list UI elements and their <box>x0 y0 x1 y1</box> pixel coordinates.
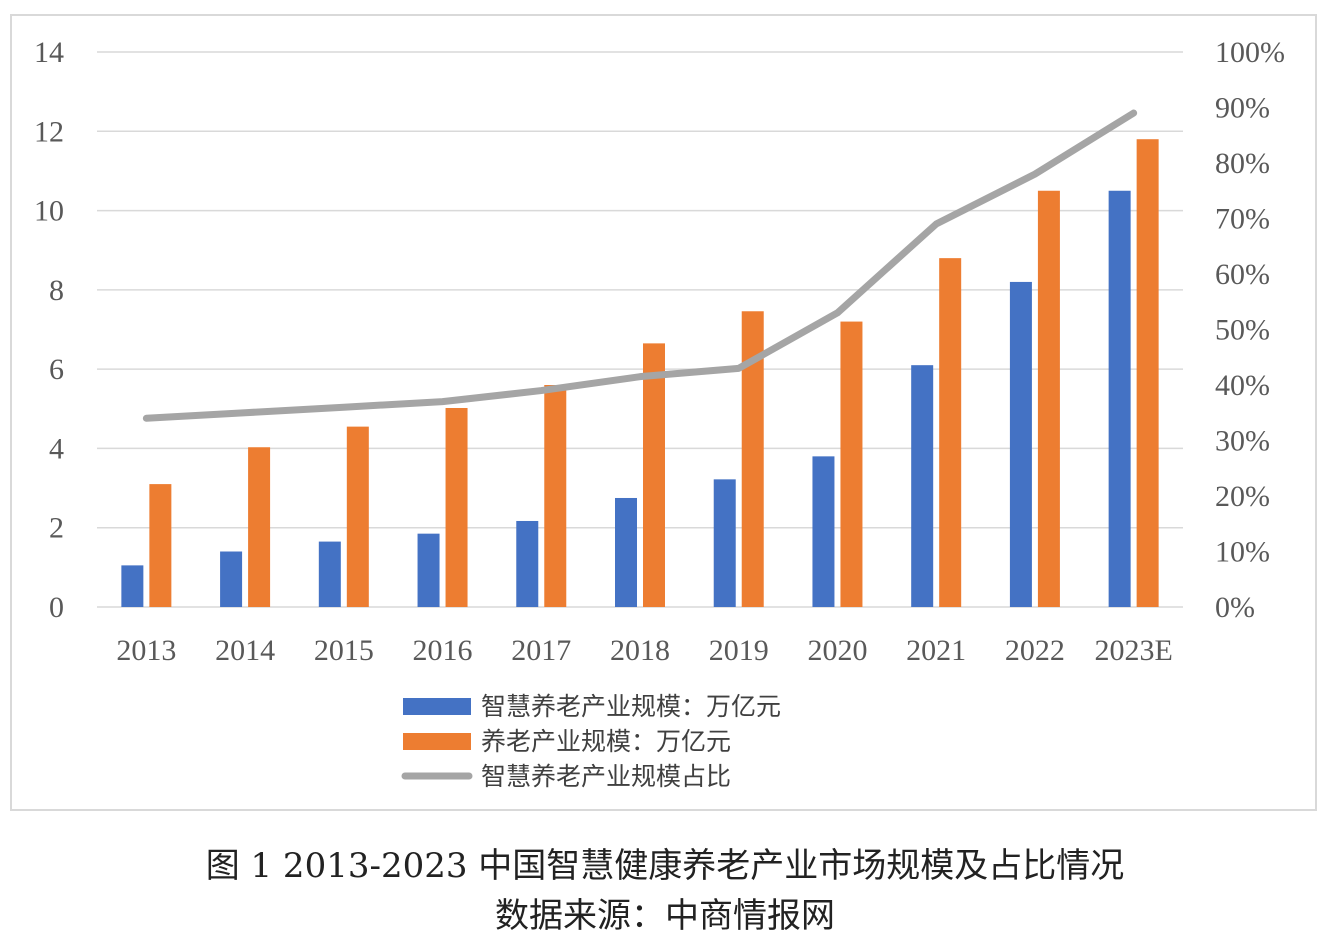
x-tick-label: 2013 <box>116 634 176 667</box>
x-tick-label: 2017 <box>511 634 571 667</box>
bar-smart-elderly-care <box>318 541 341 607</box>
y-left-tick-label: 6 <box>49 353 64 386</box>
bar-elderly-care <box>1136 139 1159 607</box>
bar-elderly-care <box>248 447 271 607</box>
y-right-ticks: 0% 10% 20% 30% 40% 50% 60% 70% 80% 90% 100% <box>1215 36 1285 624</box>
legend-label: 养老产业规模：万亿元 <box>481 727 731 756</box>
x-tick-label: 2020 <box>807 634 867 667</box>
legend-label: 智慧养老产业规模：万亿元 <box>481 692 781 721</box>
y-left-ticks: 0 2 4 6 8 10 12 14 <box>34 36 64 624</box>
bar-elderly-care <box>445 407 468 607</box>
bar-elderly-care <box>939 258 962 607</box>
bar-smart-elderly-care <box>220 551 243 607</box>
bar-elderly-care <box>346 426 369 607</box>
y-right-tick-label: 0% <box>1215 591 1255 624</box>
bar-elderly-care <box>643 343 665 607</box>
y-left-tick-label: 2 <box>49 512 64 545</box>
y-right-tick-label: 70% <box>1215 203 1270 236</box>
bar-smart-elderly-care <box>911 365 934 607</box>
bar-elderly-care <box>840 321 863 607</box>
bar-elderly-care <box>1037 190 1060 607</box>
bar-smart-elderly-care <box>516 520 539 607</box>
x-tick-label: 2019 <box>709 634 769 667</box>
x-tick-label: 2014 <box>215 634 275 667</box>
bars <box>121 139 1159 607</box>
bar-smart-elderly-care <box>121 565 144 607</box>
y-left-tick-label: 10 <box>34 195 64 228</box>
x-tick-label: 2016 <box>413 634 473 667</box>
x-tick-label: 2021 <box>906 634 966 667</box>
x-tick-label: 2023E <box>1094 634 1172 667</box>
share-line <box>142 109 1138 422</box>
x-ticks: 2013 2014 2015 2016 2017 2018 2019 2020 2021 2022… <box>116 634 1172 667</box>
bar-smart-elderly-care <box>1108 190 1131 607</box>
x-tick-label: 2015 <box>314 634 374 667</box>
y-left-tick-label: 4 <box>49 432 64 465</box>
bar-smart-elderly-care <box>812 456 835 607</box>
legend-swatch <box>403 698 471 715</box>
y-right-tick-label: 40% <box>1215 369 1270 402</box>
bar-smart-elderly-care <box>615 497 637 607</box>
chart-svg: 0 2 4 6 8 10 12 14 0% 10% 20% 30% 40% 50% 60% 70% 80% 90… <box>34 36 1285 791</box>
y-left-tick-label: 12 <box>34 115 64 148</box>
legend-label: 智慧养老产业规模占比 <box>481 762 731 791</box>
y-right-tick-label: 20% <box>1215 480 1270 513</box>
x-tick-label: 2022 <box>1005 634 1065 667</box>
y-left-tick-label: 0 <box>49 591 64 624</box>
bar-smart-elderly-care <box>1009 281 1032 607</box>
bar-elderly-care <box>741 311 764 607</box>
gridlines <box>97 51 1183 608</box>
data-source: 数据来源：中商情报网 <box>495 896 835 936</box>
y-right-tick-label: 60% <box>1215 258 1270 291</box>
legend-swatch <box>403 733 471 750</box>
y-right-tick-label: 50% <box>1215 314 1270 347</box>
y-right-tick-label: 100% <box>1215 36 1285 69</box>
figure-caption: 图 1 2013-2023 中国智慧健康养老产业市场规模及占比情况 <box>205 846 1125 886</box>
y-right-tick-label: 90% <box>1215 92 1270 125</box>
y-right-tick-label: 10% <box>1215 536 1270 569</box>
bar-smart-elderly-care <box>417 533 440 607</box>
y-right-tick-label: 30% <box>1215 425 1270 458</box>
y-left-tick-label: 14 <box>34 36 64 69</box>
bar-elderly-care <box>149 484 172 607</box>
y-right-tick-label: 80% <box>1215 147 1270 180</box>
x-tick-label: 2018 <box>610 634 670 667</box>
bar-smart-elderly-care <box>713 479 736 607</box>
y-left-tick-label: 8 <box>49 274 64 307</box>
bar-elderly-care <box>544 385 567 607</box>
share-line-path <box>142 109 1138 422</box>
